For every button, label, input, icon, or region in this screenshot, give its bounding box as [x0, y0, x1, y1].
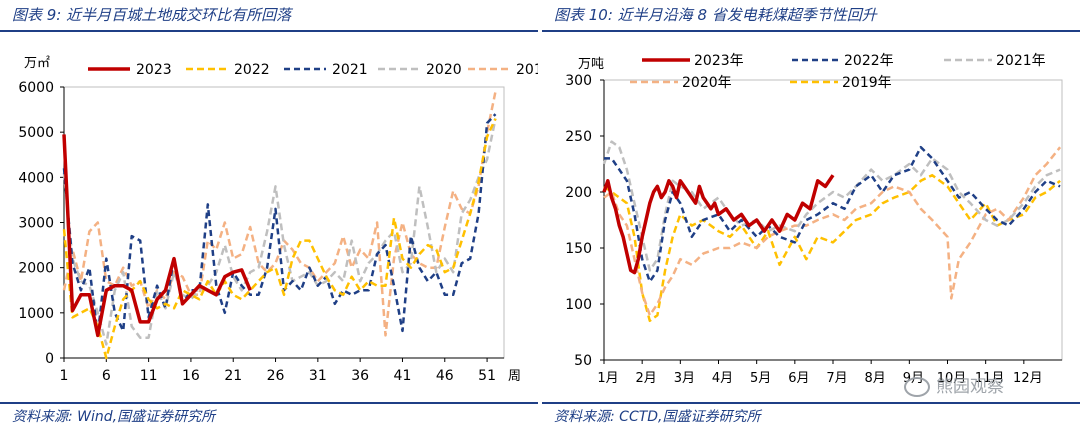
series-2023	[62, 134, 252, 338]
x-tick-label: 11月	[975, 371, 1005, 386]
y-tick-label: 300	[565, 73, 592, 89]
legend-label: 2023年	[694, 53, 744, 69]
title-rule	[542, 30, 1080, 32]
chart-title: 图表 9: 近半月百城土地成交环比有所回落	[12, 6, 292, 24]
legend-label: 2019	[516, 62, 538, 78]
source-rule	[0, 402, 538, 404]
x-tick-label: 2月	[636, 371, 657, 386]
y-tick-label: 4000	[18, 170, 54, 186]
watermark-text: 熊园观察	[936, 377, 1004, 397]
y-unit-label: 万吨	[578, 57, 604, 72]
x-tick-label: 51	[478, 368, 496, 384]
series-2019年	[603, 173, 1061, 323]
x-tick-label: 6月	[788, 371, 809, 386]
x-tick-label: 16	[182, 368, 200, 384]
x-unit-label: 周	[508, 369, 521, 384]
y-unit-label: 万㎡	[24, 56, 50, 71]
source-note: 资料来源: CCTD,国盛证券研究所	[554, 409, 761, 425]
y-tick-label: 200	[565, 185, 592, 201]
legend-label: 2019年	[842, 75, 892, 91]
legend-label: 2022	[234, 62, 270, 78]
x-tick-label: 21	[224, 368, 242, 384]
series-2020	[62, 118, 497, 346]
x-tick-label: 1月	[597, 371, 618, 386]
x-tick-label: 41	[394, 368, 412, 384]
legend-label: 2020年	[682, 75, 732, 91]
y-tick-label: 2000	[18, 261, 54, 277]
legend-label: 2020	[426, 62, 462, 78]
series-2023年	[602, 174, 835, 275]
x-tick-label: 4月	[712, 371, 733, 386]
legend: 2023年 2022年 2021年 2020年 2019年	[630, 53, 1046, 91]
x-tick-label: 31	[309, 368, 327, 384]
source-rule	[542, 402, 1080, 404]
legend-label: 2022年	[844, 53, 894, 69]
y-tick-label: 100	[565, 297, 592, 313]
series-2022	[62, 118, 497, 360]
legend-label: 2021	[332, 62, 368, 78]
left-panel: 图表 9: 近半月百城土地成交环比有所回落 0 1000 2000 3000 4000 5…	[0, 0, 538, 433]
x-tick-label: 11	[140, 368, 158, 384]
series-lines	[62, 91, 497, 360]
chart-title: 图表 10: 近半月沿海 8 省发电耗煤超季节性回升	[554, 6, 877, 24]
x-tick-label: 8月	[865, 371, 886, 386]
source-note: 资料来源: Wind,国盛证券研究所	[12, 409, 216, 425]
y-tick-label: 0	[45, 351, 54, 367]
y-tick-label: 150	[565, 241, 592, 257]
y-tick-label: 6000	[18, 80, 54, 96]
legend-label: 2023	[136, 62, 172, 78]
y-tick-label: 5000	[18, 125, 54, 141]
title-rule	[0, 30, 538, 32]
series-lines	[602, 140, 1062, 323]
x-tick-label: 1	[60, 368, 69, 384]
x-tick-label: 36	[351, 368, 369, 384]
x-tick-label: 3月	[674, 371, 695, 386]
x-tick-label: 10月	[937, 371, 967, 386]
watermark: 熊园观察	[904, 372, 1004, 397]
x-tick-label: 7月	[826, 371, 847, 386]
series-2022年	[604, 145, 1061, 283]
series-2020年	[603, 146, 1062, 317]
y-tick-label: 50	[574, 353, 592, 369]
right-panel: 图表 10: 近半月沿海 8 省发电耗煤超季节性回升 50 100 150 200 25…	[542, 0, 1080, 433]
x-tick-label: 6	[102, 368, 111, 384]
y-tick-label: 250	[565, 129, 592, 145]
legend-label: 2021年	[996, 53, 1046, 69]
series-2021	[62, 113, 497, 337]
series-2021年	[602, 140, 1061, 272]
x-tick-label: 12月	[1013, 371, 1043, 386]
x-tick-label: 5月	[750, 371, 771, 386]
y-tick-label: 3000	[18, 216, 54, 232]
x-tick-label: 26	[267, 368, 285, 384]
x-tick-label: 46	[436, 368, 454, 384]
y-tick-label: 1000	[18, 306, 54, 322]
legend: 2023 2022 2021 2020 2019	[88, 62, 538, 78]
wechat-icon	[904, 377, 930, 397]
